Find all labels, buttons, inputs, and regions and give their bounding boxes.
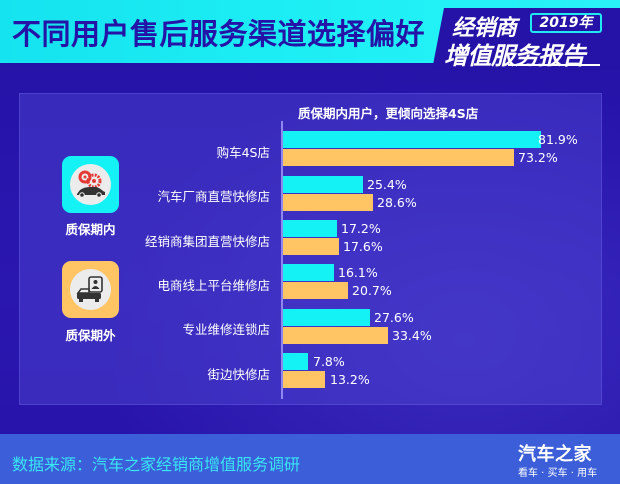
badge-underline bbox=[508, 64, 600, 66]
data-source: 数据来源：汽车之家经销商增值服务调研 bbox=[12, 455, 301, 474]
car-gears-icon bbox=[77, 170, 105, 198]
value-label: 28.6% bbox=[377, 195, 417, 210]
bar-in-warranty bbox=[283, 309, 370, 326]
bar-in-warranty bbox=[283, 264, 334, 281]
value-label: 25.4% bbox=[367, 177, 407, 192]
value-label: 17.2% bbox=[341, 221, 381, 236]
value-label: 73.2% bbox=[518, 150, 558, 165]
report-badge bbox=[432, 8, 620, 70]
legend-out-warranty-label: 质保期外 bbox=[65, 328, 116, 343]
category-label: 专业维修连锁店 bbox=[182, 322, 270, 337]
chart-subtitle: 质保期内用户，更倾向选择4S店 bbox=[298, 106, 479, 121]
bar-in-warranty bbox=[283, 176, 363, 193]
legend-in-warranty-label: 质保期内 bbox=[65, 222, 116, 237]
bar-out-warranty bbox=[283, 371, 325, 388]
bar-out-warranty bbox=[283, 194, 373, 211]
legend-out-warranty-swatch bbox=[62, 261, 119, 318]
bar-out-warranty bbox=[283, 238, 339, 255]
page-title: 不同用户售后服务渠道选择偏好 bbox=[12, 17, 426, 51]
value-label: 13.2% bbox=[330, 372, 370, 387]
value-label: 27.6% bbox=[374, 310, 414, 325]
legend-in-warranty-swatch bbox=[62, 156, 119, 213]
value-label: 16.1% bbox=[338, 265, 378, 280]
y-axis-line bbox=[281, 121, 283, 399]
value-label: 81.9% bbox=[538, 132, 578, 147]
category-label: 街边快修店 bbox=[207, 367, 270, 382]
car-service-person-icon bbox=[76, 276, 103, 302]
bar-out-warranty bbox=[283, 327, 388, 344]
category-label: 电商线上平台维修店 bbox=[157, 278, 270, 293]
brand-logo: 汽车之家 bbox=[518, 444, 592, 465]
brand-slogan: 看车 · 买车 · 用车 bbox=[518, 468, 598, 479]
value-label: 7.8% bbox=[313, 354, 345, 369]
bar-out-warranty bbox=[283, 282, 348, 299]
category-label: 经销商集团直营快修店 bbox=[144, 234, 270, 249]
value-label: 17.6% bbox=[343, 239, 383, 254]
bar-in-warranty bbox=[283, 131, 541, 148]
value-label: 20.7% bbox=[352, 283, 392, 298]
badge-year: 2019年 bbox=[530, 13, 602, 33]
footer-bar bbox=[0, 434, 620, 484]
badge-line1: 经销商 bbox=[452, 16, 517, 41]
bar-out-warranty bbox=[283, 149, 514, 166]
bar-in-warranty bbox=[283, 220, 337, 237]
value-label: 33.4% bbox=[392, 328, 432, 343]
category-label: 汽车厂商直营快修店 bbox=[157, 189, 270, 204]
category-label: 购车4S店 bbox=[216, 145, 270, 160]
bar-in-warranty bbox=[283, 353, 308, 370]
